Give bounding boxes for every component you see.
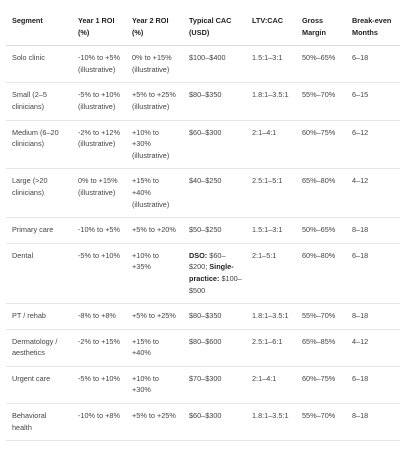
table-cell: +5% to +25% xyxy=(126,303,183,330)
table-cell: +15% to +40% (illustrative) xyxy=(126,168,183,219)
table-cell: 2.5:1–6:1 xyxy=(246,329,296,367)
table-cell: 6–15 xyxy=(346,82,400,121)
table-cell: 55%–70% xyxy=(296,82,346,121)
table-cell: $70–$300 xyxy=(183,366,246,405)
table-cell: 6–18 xyxy=(346,45,400,84)
table-row: Dental -5% to +10% +10% to +35% DSO: $60–$2… xyxy=(6,243,400,305)
text: $60–$200; xyxy=(189,250,226,272)
table-row: Solo clinic -10% to +5% (illustrative) 0% … xyxy=(6,45,400,84)
table-cell: 4–12 xyxy=(346,329,400,367)
table-cell: -2% to +15% xyxy=(72,329,126,367)
table-cell: -2% to +12% (illustrative) xyxy=(72,120,126,170)
table-cell: 65%–80% xyxy=(296,168,346,219)
table-cell: -5% to +10% xyxy=(72,366,126,405)
table-row: Behavioral health -10% to +8% +5% to +25% $… xyxy=(6,403,400,442)
table-cell: +15% to +40% xyxy=(126,329,183,367)
table-cell: 2.5:1–5:1 xyxy=(246,168,296,219)
table-cell: $60–$300 xyxy=(183,120,246,170)
table-cell: 0% to +15% (illustrative) xyxy=(126,45,183,84)
table-cell: 0% to +15% (illustrative) xyxy=(72,168,126,219)
table-cell: Primary care xyxy=(6,217,72,244)
table-cell: 8–18 xyxy=(346,403,400,442)
table-cell: $40–$250 xyxy=(183,168,246,219)
table-cell: 50%–65% xyxy=(296,217,346,244)
table-cell: -10% to +8% xyxy=(72,403,126,442)
table-cell: 6–12 xyxy=(346,120,400,170)
header-cell: Year 1 ROI (%) xyxy=(72,10,126,47)
header-row: Segment Year 1 ROI (%) Year 2 ROI (%) Typic… xyxy=(6,10,400,47)
table-cell: $80–$600 xyxy=(183,329,246,367)
table-cell: Dermatology / aesthetics xyxy=(6,329,72,367)
table-cell: $60–$300 xyxy=(183,403,246,442)
table-cell: -5% to +10% (illustrative) xyxy=(72,82,126,121)
header-cell: LTV:CAC xyxy=(246,10,296,47)
table-cell: 1.8:1–3.5:1 xyxy=(246,303,296,330)
table-row: Medium (6–20 clinicians) -2% to +12% (ill… xyxy=(6,120,400,170)
table-cell: Behavioral health xyxy=(6,403,72,442)
table-cell: PT / rehab xyxy=(6,303,72,330)
table-cell: $80–$350 xyxy=(183,303,246,330)
header-cell: Gross Margin xyxy=(296,10,346,47)
header-cell: Segment xyxy=(6,10,72,47)
table-cell: -10% to +5% (illustrative) xyxy=(72,45,126,84)
table-cell: 60%–75% xyxy=(296,366,346,405)
table-cell: 55%–70% xyxy=(296,403,346,442)
table-cell: 2:1–5:1 xyxy=(246,243,296,305)
table-cell: 1.8:1–3.5:1 xyxy=(246,82,296,121)
table-row: Dermatology / aesthetics -2% to +15% +15% … xyxy=(6,329,400,367)
bold-text: DSO: xyxy=(189,250,208,260)
table-cell: DSO: $60–$200; Single-practice: $100–$50… xyxy=(183,243,246,305)
table-row: Primary care -10% to +5% +5% to +20% $50–$2… xyxy=(6,217,400,244)
table-cell: Dental xyxy=(6,243,72,305)
table-cell: -5% to +10% xyxy=(72,243,126,305)
header-cell: Year 2 ROI (%) xyxy=(126,10,183,47)
table-cell: $100–$400 xyxy=(183,45,246,84)
table-cell: $50–$250 xyxy=(183,217,246,244)
table-cell: Large (>20 clinicians) xyxy=(6,168,72,219)
table-cell: +10% to +30% (illustrative) xyxy=(126,120,183,170)
header-cell: Typical CAC (USD) xyxy=(183,10,246,47)
roi-table: Segment Year 1 ROI (%) Year 2 ROI (%) Typic… xyxy=(6,10,400,442)
table-cell: +5% to +25% xyxy=(126,403,183,442)
table-cell: 2:1–4:1 xyxy=(246,366,296,405)
bold-text: Single-practice: xyxy=(189,262,234,283)
table-cell: 1.5:1–3:1 xyxy=(246,217,296,244)
table-cell: $80–$350 xyxy=(183,82,246,121)
table-body: Solo clinic -10% to +5% (illustrative) 0% … xyxy=(6,45,400,442)
table-row: Large (>20 clinicians) 0% to +15% (illust… xyxy=(6,168,400,219)
table-cell: 8–18 xyxy=(346,303,400,330)
table-row: PT / rehab -8% to +8% +5% to +25% $80–$350 1… xyxy=(6,303,400,330)
table-cell: 1.5:1–3:1 xyxy=(246,45,296,84)
table-cell: -10% to +5% xyxy=(72,217,126,244)
table-cell: Urgent care xyxy=(6,366,72,405)
table-cell: 1.8:1–3.5:1 xyxy=(246,403,296,442)
table-cell: Small (2–5 clinicians) xyxy=(6,82,72,121)
table-cell: 8–18 xyxy=(346,217,400,244)
table-cell: 6–18 xyxy=(346,243,400,305)
header-cell: Break-even Months xyxy=(346,10,400,47)
table-cell: 2:1–4:1 xyxy=(246,120,296,170)
table-cell: 6–18 xyxy=(346,366,400,405)
table-cell: Solo clinic xyxy=(6,45,72,84)
table-cell: Medium (6–20 clinicians) xyxy=(6,120,72,170)
table-cell: +5% to +25% (illustrative) xyxy=(126,82,183,121)
table-cell: 65%–85% xyxy=(296,329,346,367)
table-cell: +10% to +30% xyxy=(126,366,183,405)
table-row: Small (2–5 clinicians) -5% to +10% (illus… xyxy=(6,82,400,121)
table-cell: 60%–80% xyxy=(296,243,346,305)
table-cell: +10% to +35% xyxy=(126,243,183,305)
table-cell: 50%–65% xyxy=(296,45,346,84)
table-cell: 55%–70% xyxy=(296,303,346,330)
table-cell: 60%–75% xyxy=(296,120,346,170)
table-row: Urgent care -5% to +10% +10% to +30% $70–$3… xyxy=(6,366,400,405)
text: $100–$500 xyxy=(189,273,242,295)
table-cell: -8% to +8% xyxy=(72,303,126,330)
table-cell: 4–12 xyxy=(346,168,400,219)
table-cell: +5% to +20% xyxy=(126,217,183,244)
